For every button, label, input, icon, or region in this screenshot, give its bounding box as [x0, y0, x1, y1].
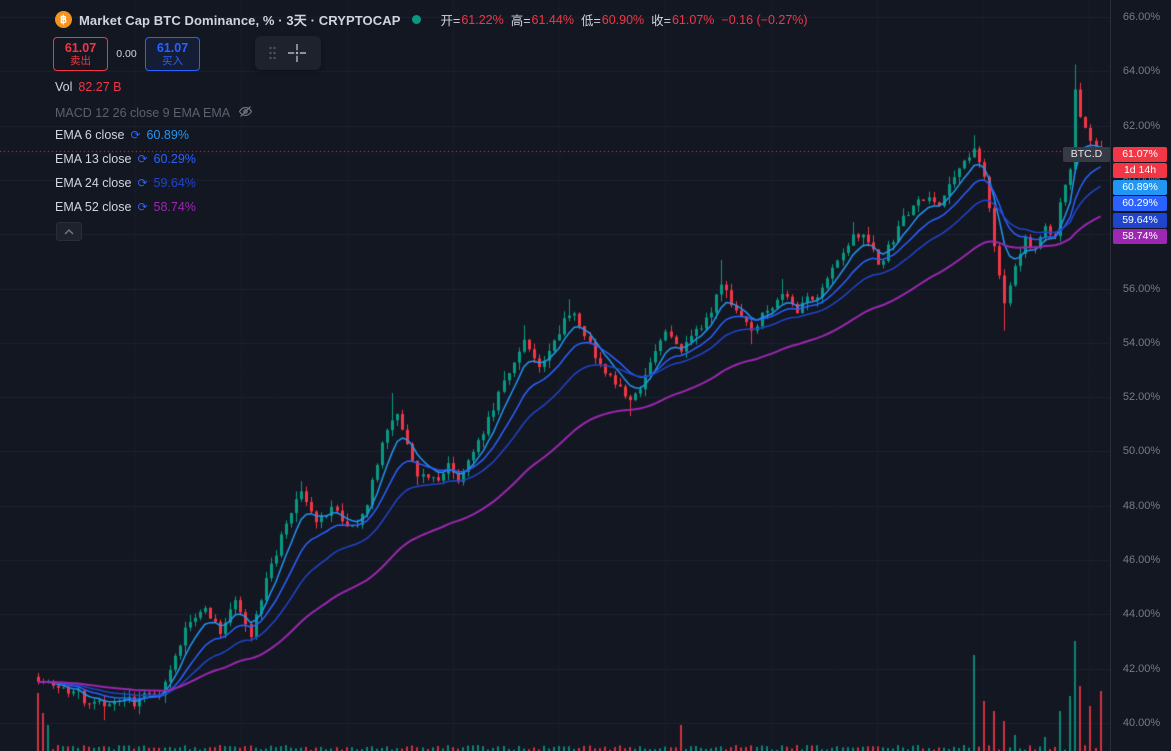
price-axis-tick: 46.00% — [1111, 554, 1171, 566]
price-axis-tick: 54.00% — [1111, 337, 1171, 349]
ema13-value: 60.29% — [154, 152, 196, 166]
floating-toolbar — [255, 36, 321, 70]
open-value: 61.22% — [461, 13, 503, 27]
open-label: 开= — [441, 10, 461, 29]
volume-value: 82.27 B — [78, 80, 121, 94]
price-axis-tick: 40.00% — [1111, 717, 1171, 729]
macd-legend[interactable]: MACD 12 26 close 9 EMA EMA — [55, 104, 253, 122]
ema24-label: EMA 24 close — [55, 176, 131, 190]
high-value: 61.44% — [532, 13, 574, 27]
drag-handle-icon[interactable] — [268, 45, 277, 61]
sell-button[interactable]: 61.07 卖出 — [53, 37, 108, 71]
buy-price: 61.07 — [157, 41, 188, 55]
price-axis-tick: 48.00% — [1111, 500, 1171, 512]
change-value: −0.16 (−0.27%) — [721, 13, 807, 27]
ema-source-icon: ⟳ — [137, 177, 147, 189]
ema6-legend[interactable]: EMA 6 close ⟳ 60.89% — [55, 128, 189, 142]
buy-button[interactable]: 61.07 买入 — [145, 37, 200, 71]
spread-value: 0.00 — [108, 37, 145, 71]
close-value: 61.07% — [672, 13, 714, 27]
ema-source-icon: ⟳ — [130, 129, 140, 141]
price-axis-tick: 64.00% — [1111, 65, 1171, 77]
ema-source-icon: ⟳ — [137, 153, 147, 165]
ema52-value: 58.74% — [154, 200, 196, 214]
price-axis-tick: 62.00% — [1111, 120, 1171, 132]
price-axis-tick: 66.00% — [1111, 11, 1171, 23]
low-value: 60.90% — [602, 13, 644, 27]
high-label: 高= — [511, 10, 531, 29]
price-axis-tick: 52.00% — [1111, 391, 1171, 403]
volume-label: Vol — [55, 80, 72, 94]
ema24-legend[interactable]: EMA 24 close ⟳ 59.64% — [55, 176, 196, 190]
macd-label: MACD 12 26 close 9 EMA EMA — [55, 106, 230, 120]
ema6-value: 60.89% — [147, 128, 189, 142]
bitcoin-logo-icon: ฿ — [55, 11, 72, 28]
crosshair-tool-icon[interactable] — [286, 42, 308, 64]
price-axis-tick: 44.00% — [1111, 608, 1171, 620]
price-axis-tick: 60.00% — [1111, 174, 1171, 186]
ohlc-readout: 开=61.22% 高=61.44% 低=60.90% 收=61.07% −0.1… — [434, 10, 808, 29]
ema13-label: EMA 13 close — [55, 152, 131, 166]
price-axis-tick: 42.00% — [1111, 663, 1171, 675]
sell-label: 卖出 — [70, 55, 91, 67]
symbol-header: ฿ Market Cap BTC Dominance, % · 3天 · CRY… — [55, 10, 808, 29]
price-axis-tick: 50.00% — [1111, 445, 1171, 457]
price-axis[interactable]: 66.00% 64.00% 62.00% 60.00% 58.00% 56.00% 54.0… — [1110, 0, 1171, 751]
ema13-legend[interactable]: EMA 13 close ⟳ 60.29% — [55, 152, 196, 166]
symbol-title[interactable]: Market Cap BTC Dominance, % · 3天 · CRYPT… — [79, 10, 401, 29]
ema52-legend[interactable]: EMA 52 close ⟳ 58.74% — [55, 200, 196, 214]
price-axis-tick: 58.00% — [1111, 228, 1171, 240]
eye-hidden-icon[interactable] — [238, 104, 253, 122]
price-axis-tick: 56.00% — [1111, 283, 1171, 295]
buy-label: 买入 — [162, 55, 183, 67]
market-status-icon[interactable] — [412, 15, 421, 24]
trade-panel: 61.07 卖出 0.00 61.07 买入 — [53, 37, 200, 71]
low-label: 低= — [581, 10, 601, 29]
trading-chart-window: ฿ Market Cap BTC Dominance, % · 3天 · CRY… — [0, 0, 1171, 751]
close-label: 收= — [651, 10, 671, 29]
ema24-value: 59.64% — [154, 176, 196, 190]
volume-legend[interactable]: Vol 82.27 B — [55, 80, 121, 94]
ema6-label: EMA 6 close — [55, 128, 124, 142]
sell-price: 61.07 — [65, 41, 96, 55]
collapse-legend-button[interactable] — [56, 222, 82, 241]
ema-source-icon: ⟳ — [137, 201, 147, 213]
ema52-label: EMA 52 close — [55, 200, 131, 214]
